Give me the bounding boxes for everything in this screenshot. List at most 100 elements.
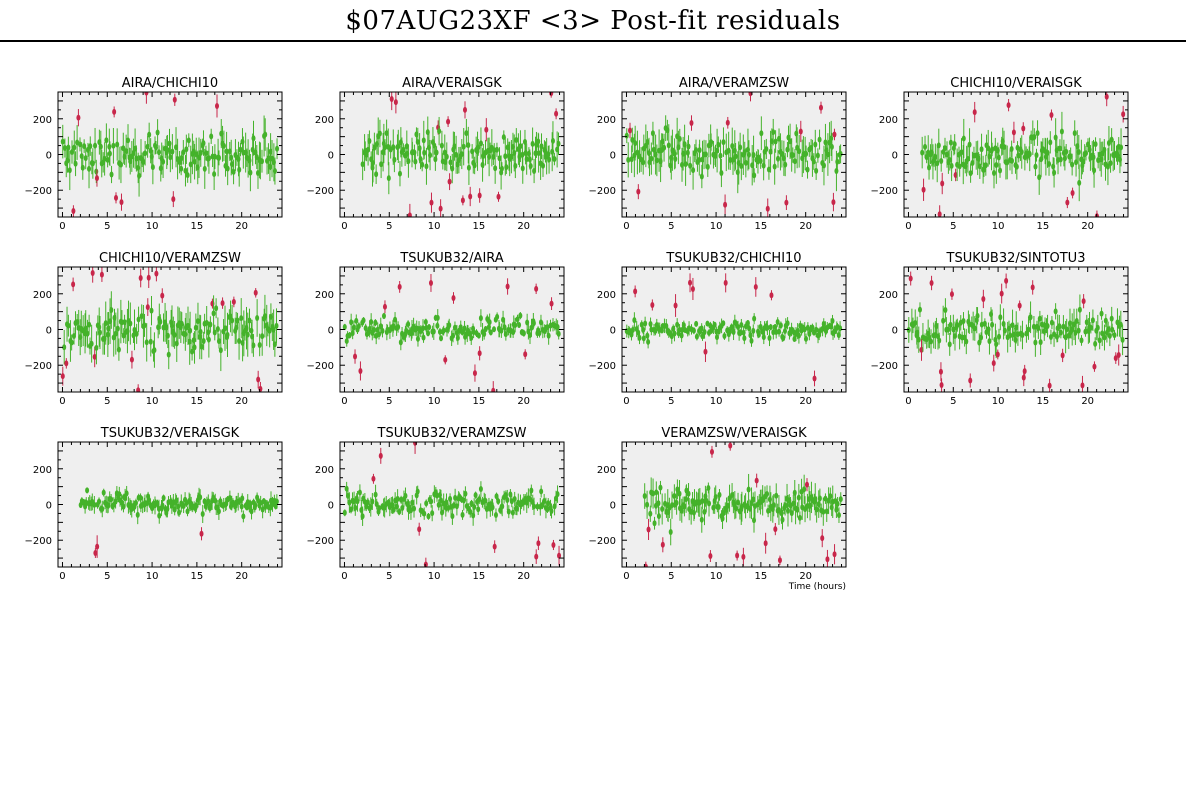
residual-panel: 0 5 10 15 20 −200 0 200 TSUKUB32/AIRA <box>307 251 565 407</box>
y-tick-label: 0 <box>328 151 334 162</box>
flagged-residual-point <box>477 350 482 357</box>
residual-point <box>195 318 200 325</box>
flagged-residual-point <box>999 290 1004 297</box>
residual-point <box>197 154 202 161</box>
residual-point <box>155 129 160 136</box>
x-tick-label: 15 <box>473 571 486 582</box>
data-points <box>906 271 1125 392</box>
residual-point <box>1067 320 1072 327</box>
residual-point <box>518 143 523 150</box>
residual-point <box>1061 323 1066 330</box>
residual-point <box>1077 179 1082 186</box>
residual-point <box>924 154 929 161</box>
residual-point <box>349 506 354 513</box>
residual-point <box>675 321 680 328</box>
residual-point <box>804 150 809 157</box>
residual-point <box>251 135 256 142</box>
residual-point <box>94 168 99 175</box>
flagged-residual-point <box>995 351 1000 358</box>
residual-point <box>771 129 776 136</box>
residual-point <box>203 150 208 157</box>
residual-point <box>157 512 162 519</box>
residual-point <box>517 321 522 328</box>
residual-point <box>135 511 140 518</box>
x-tick-label: 10 <box>428 396 441 407</box>
residual-point <box>186 137 191 144</box>
flagged-residual-point <box>472 370 477 377</box>
flagged-residual-point <box>1004 277 1009 284</box>
residual-point <box>1064 326 1069 333</box>
flagged-residual-point <box>129 356 134 363</box>
residual-point <box>66 322 71 329</box>
residual-point <box>90 160 95 167</box>
residual-point <box>1040 321 1045 328</box>
residual-point <box>756 331 761 338</box>
y-tick-label: 0 <box>610 501 616 512</box>
y-tick-label: 0 <box>610 326 616 337</box>
flagged-residual-point <box>114 194 119 201</box>
residual-point <box>240 138 245 145</box>
residual-point <box>255 314 260 321</box>
flagged-residual-point <box>1116 352 1121 359</box>
residual-point <box>707 500 712 507</box>
residual-point <box>403 492 408 499</box>
residual-point <box>998 167 1003 174</box>
residual-point <box>979 334 984 341</box>
x-tick-label: 0 <box>59 571 65 582</box>
panel-title: CHICHI10/VERAMZSW <box>99 251 241 266</box>
flagged-residual-point <box>393 99 398 106</box>
residual-point <box>1088 324 1093 331</box>
residual-point <box>934 322 939 329</box>
residual-point <box>258 499 263 506</box>
residual-point <box>803 335 808 342</box>
residual-point <box>386 175 391 182</box>
residual-point <box>133 499 138 506</box>
flagged-residual-point <box>1021 125 1026 132</box>
residual-point <box>838 150 843 157</box>
flagged-residual-point <box>763 540 768 547</box>
y-tick-label: 200 <box>597 115 616 126</box>
residual-point <box>536 150 541 157</box>
residual-point <box>515 316 520 323</box>
residual-point <box>814 506 819 513</box>
residual-point <box>109 171 114 178</box>
y-tick-label: −200 <box>589 186 616 197</box>
residual-point <box>700 333 705 340</box>
residual-point <box>430 510 435 517</box>
residual-point <box>648 510 653 517</box>
residual-point <box>1045 322 1050 329</box>
residual-point <box>420 325 425 332</box>
residual-point <box>132 326 137 333</box>
residual-point <box>466 142 471 149</box>
residual-point <box>1037 315 1042 322</box>
flagged-residual-point <box>769 292 774 299</box>
residual-point <box>683 161 688 168</box>
x-tick-label: 20 <box>517 221 530 232</box>
residual-point <box>768 324 773 331</box>
residual-point <box>746 486 751 493</box>
flagged-residual-point <box>689 120 694 127</box>
residual-point <box>198 149 203 156</box>
residual-point <box>645 501 650 508</box>
flagged-residual-point <box>60 373 65 380</box>
residual-point <box>67 167 72 174</box>
residual-point <box>275 145 280 152</box>
residual-point <box>556 140 561 147</box>
residual-point <box>782 328 787 335</box>
residual-point <box>235 317 240 324</box>
residual-point <box>632 317 637 324</box>
residual-point <box>702 328 707 335</box>
x-tick-label: 0 <box>905 396 911 407</box>
residual-point <box>65 157 70 164</box>
residual-point <box>272 168 277 175</box>
residual-point <box>248 169 253 176</box>
residual-point <box>231 168 236 175</box>
residual-point <box>789 510 794 517</box>
residual-point <box>1049 319 1054 326</box>
residual-point <box>494 493 499 500</box>
residual-point <box>497 155 502 162</box>
residual-point <box>435 492 440 499</box>
residual-point <box>529 487 534 494</box>
residual-panel: 0 5 10 15 20 −200 0 200 AIRA/CHICHI10 <box>25 76 283 232</box>
residual-point <box>87 321 92 328</box>
